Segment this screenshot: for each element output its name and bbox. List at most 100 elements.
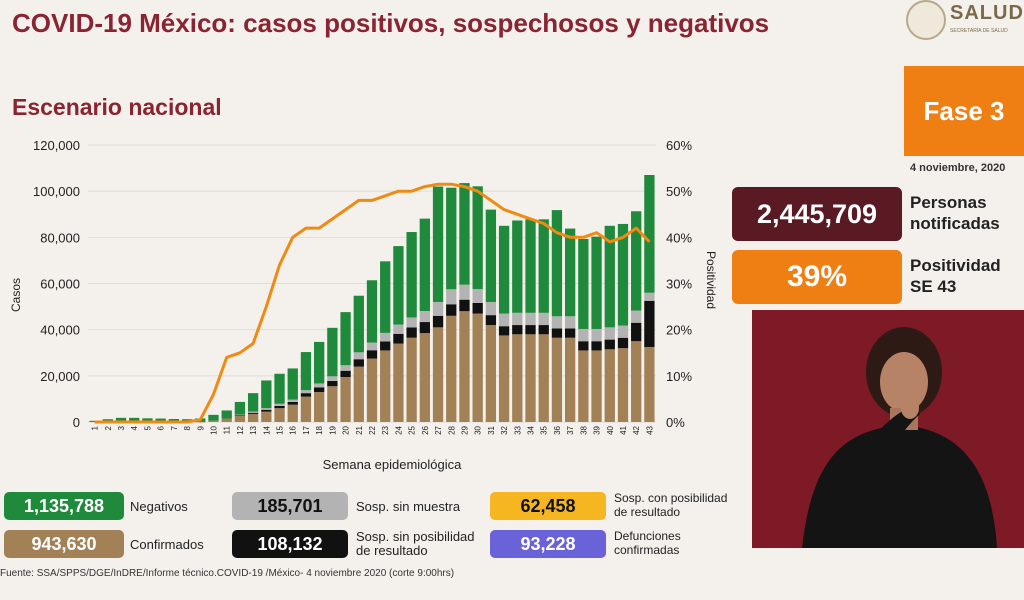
cases-chart: 020,00040,00060,00080,000100,000120,000 … [9, 138, 718, 472]
bar-confirmados [221, 418, 232, 422]
bar-negativos [221, 410, 232, 419]
report-date: 4 noviembre, 2020 [910, 162, 1006, 174]
defunciones-value: 93,228 [490, 530, 606, 558]
y2-tick-label: 10% [666, 369, 692, 384]
y-tick-label: 0 [73, 415, 80, 430]
bar-sosp_sin_pos [432, 315, 444, 328]
y-tick-label: 60,000 [40, 277, 80, 292]
bar-sosp_sin_muestra [564, 316, 576, 329]
sosp-sin-posibilidad-value: 108,132 [232, 530, 348, 558]
bar-sosp_sin_muestra [617, 325, 629, 338]
bar-sosp_sin_muestra [631, 310, 642, 323]
bar-sosp_sin_muestra [353, 352, 364, 360]
bar-negativos [142, 418, 153, 422]
bar-confirmados [631, 341, 642, 422]
bar-sosp_sin_pos [366, 350, 378, 359]
bar-negativos [155, 418, 166, 422]
bar-sosp_sin_pos [604, 339, 615, 350]
x-tick-label: 36 [553, 425, 562, 434]
bar-sosp_sin_pos [340, 370, 351, 377]
bar-confirmados [432, 327, 444, 422]
bar-negativos [551, 210, 563, 317]
negativos-value: 1,135,788 [4, 492, 124, 520]
x-tick-label: 27 [434, 425, 443, 434]
bar-sosp_sin_pos [631, 322, 642, 342]
bar-sosp_sin_pos [446, 304, 457, 316]
bar-negativos [366, 280, 378, 343]
x-tick-label: 22 [368, 425, 377, 434]
bar-confirmados [208, 420, 219, 422]
bar-confirmados [538, 334, 549, 422]
bar-negativos [300, 352, 312, 391]
x-tick-label: 30 [474, 425, 483, 434]
bar-negativos [234, 401, 246, 415]
bar-negativos [564, 228, 576, 317]
y-axis-label: Casos [9, 278, 23, 312]
x-tick-label: 9 [196, 425, 205, 430]
sosp-sin-muestra-label: Sosp. sin muestra [356, 499, 461, 514]
bar-confirmados [525, 334, 536, 422]
x-tick-label: 17 [302, 425, 311, 434]
bar-sosp_sin_muestra [446, 289, 457, 305]
x-tick-label: 24 [394, 425, 403, 434]
y-tick-label: 20,000 [40, 369, 80, 384]
bar-sosp_sin_pos [287, 401, 298, 405]
sosp-con-posibilidad-value: 62,458 [490, 492, 606, 520]
x-tick-label: 2 [104, 425, 113, 430]
bar-sosp_sin_pos [300, 393, 312, 397]
bar-negativos [472, 186, 483, 290]
x-tick-label: 37 [566, 425, 575, 434]
bar-sosp_sin_muestra [472, 289, 483, 303]
y2-tick-label: 50% [666, 184, 692, 199]
bar-confirmados [578, 350, 589, 422]
x-tick-label: 39 [593, 425, 602, 434]
y2-tick-label: 0% [666, 415, 685, 430]
bar-negativos [525, 219, 536, 313]
bar-sosp_sin_pos [406, 327, 417, 338]
bar-negativos [446, 187, 457, 290]
positividad-line [94, 182, 651, 424]
bar-confirmados [472, 313, 483, 422]
page-title: COVID-19 México: casos positivos, sospec… [12, 8, 770, 38]
bar-confirmados [617, 348, 629, 422]
bar-confirmados [274, 408, 285, 422]
bar-negativos [512, 220, 523, 313]
bar-sosp_sin_muestra [247, 411, 259, 413]
bar-negativos [459, 183, 470, 285]
bar-negativos [115, 417, 127, 422]
x-tick-label: 15 [276, 425, 285, 434]
bar-sosp_sin_pos [472, 302, 483, 314]
x-tick-label: 5 [143, 425, 152, 430]
bar-sosp_sin_pos [234, 415, 246, 416]
x-tick-label: 11 [223, 425, 232, 434]
bar-sosp_sin_pos [327, 380, 338, 387]
bar-negativos [274, 373, 285, 404]
bar-confirmados [195, 421, 206, 423]
bar-sosp_sin_pos [591, 341, 602, 351]
bar-confirmados [261, 411, 272, 422]
bar-sosp_sin_pos [353, 359, 364, 367]
bar-sosp_sin_muestra [406, 317, 417, 328]
confirmados-label: Confirmados [130, 537, 204, 552]
y-tick-label: 80,000 [40, 230, 80, 245]
bar-confirmados [512, 334, 523, 422]
x-tick-label: 4 [130, 425, 139, 430]
bar-confirmados [406, 337, 417, 422]
x-tick-label: 12 [236, 425, 245, 434]
bar-negativos [485, 209, 497, 302]
bar-negativos [406, 232, 417, 318]
bar-sosp_sin_muestra [419, 310, 430, 323]
confirmados-value: 943,630 [4, 530, 124, 558]
bar-negativos [432, 186, 444, 302]
bar-negativos [419, 218, 430, 311]
x-tick-label: 20 [342, 425, 351, 434]
x-tick-label: 8 [183, 425, 192, 430]
bar-sosp_sin_pos [380, 341, 391, 351]
bar-confirmados [551, 337, 563, 422]
defunciones-label: Defunciones confirmadas [614, 529, 681, 557]
y-tick-label: 100,000 [33, 184, 80, 199]
bar-negativos [617, 223, 629, 326]
bar-sosp_sin_pos [498, 326, 510, 336]
y-tick-label: 40,000 [40, 323, 80, 338]
bar-sosp_sin_muestra [261, 408, 272, 410]
